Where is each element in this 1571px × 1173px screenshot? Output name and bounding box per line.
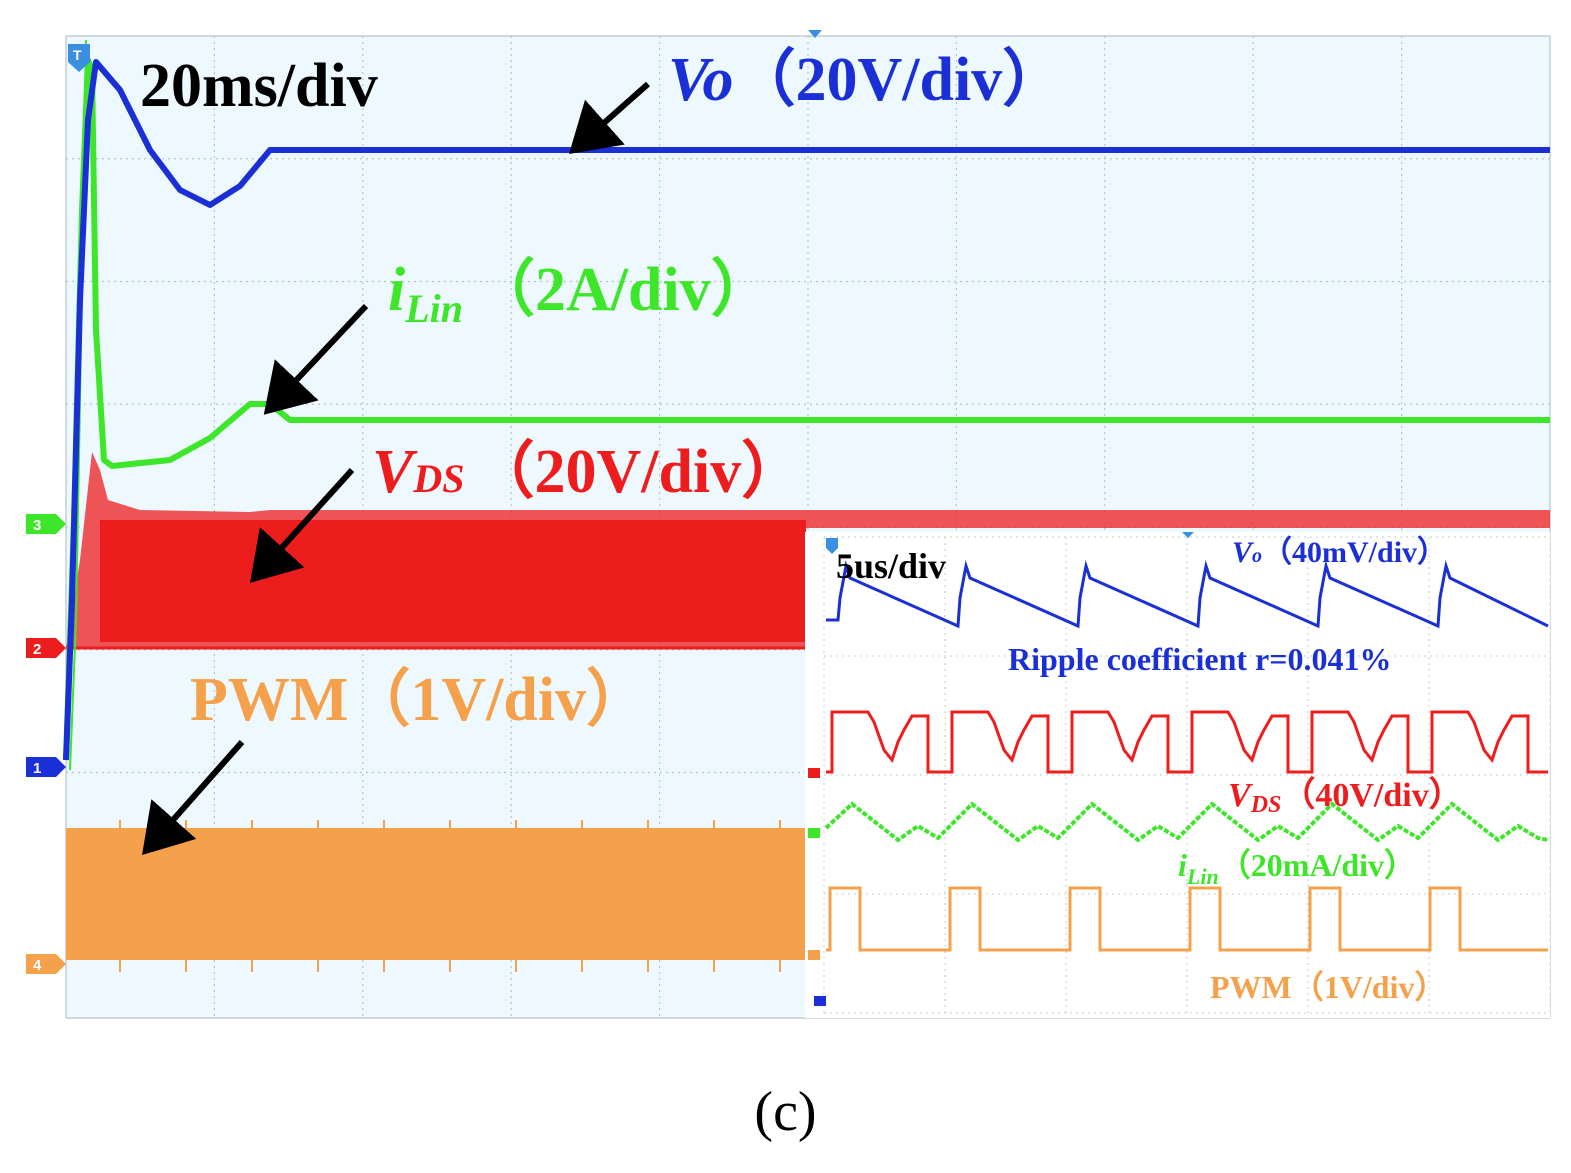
inset-channel-4 bbox=[808, 950, 820, 960]
vo-trace bbox=[63, 59, 1550, 761]
pwm-envelope bbox=[66, 828, 806, 958]
inset-pwm-label: PWM（1V/div） bbox=[1210, 969, 1446, 1005]
inset-traces bbox=[824, 560, 1549, 952]
inset-vds-label: VDS（40V/div） bbox=[1228, 775, 1463, 818]
inset-channel-3 bbox=[808, 828, 820, 838]
svg-text:T: T bbox=[73, 47, 82, 63]
inset-vo-trace bbox=[826, 560, 1549, 629]
main-timebase-label: 20ms/div bbox=[140, 52, 378, 120]
trigger-position-marker bbox=[808, 30, 822, 38]
channel-marker-4: 4 bbox=[26, 954, 66, 974]
inset-channel-1 bbox=[814, 996, 826, 1006]
inset-timebase-label: 5us/div bbox=[836, 546, 946, 586]
inset-position-marker bbox=[1182, 532, 1194, 538]
svg-text:2: 2 bbox=[33, 641, 41, 658]
pwm-label: PWM（1V/div） bbox=[190, 664, 648, 734]
channel-marker-3: 3 bbox=[26, 514, 66, 534]
inset-ilin-label: iLin（20mA/div） bbox=[1178, 847, 1416, 889]
pwm-arrow bbox=[142, 740, 245, 855]
ilin-label: iLin （2A/div） bbox=[388, 254, 773, 331]
vo-arrow bbox=[569, 81, 650, 154]
inset-pwm-trace bbox=[826, 886, 1548, 952]
svg-text:1: 1 bbox=[33, 760, 41, 777]
inset-channel-2 bbox=[808, 768, 820, 778]
vds-label: VDS （20V/div） bbox=[372, 436, 803, 506]
figure-caption: (c) bbox=[754, 1081, 817, 1143]
trigger-marker: T bbox=[68, 44, 90, 72]
channel-marker-1: 1 bbox=[26, 757, 66, 777]
channel-marker-2: 2 bbox=[26, 638, 66, 658]
inset-ilin-trace bbox=[824, 801, 1549, 843]
ripple-label: Ripple coefficient r=0.041% bbox=[1008, 641, 1391, 677]
vds-envelope-core bbox=[100, 520, 806, 642]
inset-vo-label: Vo（40mV/div） bbox=[1232, 535, 1447, 569]
inset-trigger-marker bbox=[826, 538, 838, 554]
ilin-arrow bbox=[263, 303, 369, 415]
vds-arrow bbox=[249, 467, 355, 583]
svg-text:3: 3 bbox=[33, 517, 41, 534]
inset-vds-trace bbox=[826, 710, 1548, 774]
svg-text:4: 4 bbox=[33, 957, 42, 974]
vo-label: Vo（20V/div） bbox=[668, 44, 1064, 114]
inset-grid bbox=[823, 536, 1551, 1014]
